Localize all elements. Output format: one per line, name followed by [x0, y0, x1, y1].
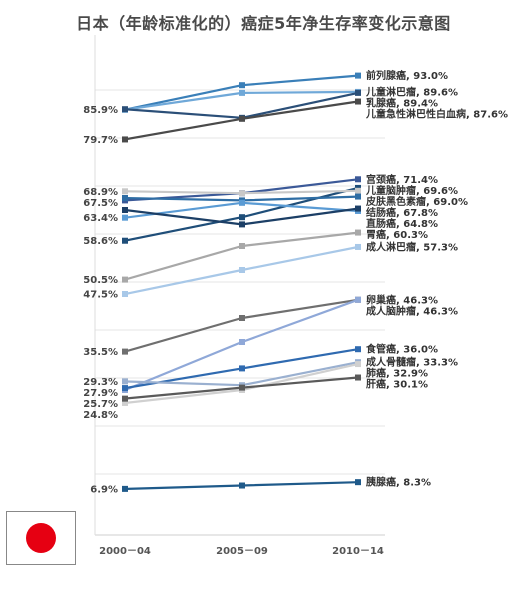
x-tick-label: 2010－14	[332, 546, 384, 557]
data-point	[239, 199, 245, 206]
start-value-label: 79.7%	[83, 135, 118, 146]
start-value-label: 85.9%	[83, 105, 118, 116]
data-point	[122, 207, 128, 213]
x-tick-label: 2000－04	[99, 546, 151, 557]
data-point	[355, 229, 361, 236]
end-value-label: 宫颈癌, 71.4%	[366, 173, 438, 186]
data-point	[122, 485, 128, 492]
data-point	[355, 89, 361, 96]
start-value-label: 68.9%	[83, 187, 118, 198]
start-value-label: 47.5%	[83, 290, 118, 301]
end-value-label: 前列腺癌, 93.0%	[366, 69, 448, 82]
data-point	[239, 243, 245, 249]
data-point	[122, 106, 128, 113]
start-value-label: 25.7%	[83, 399, 118, 410]
end-value-label: 肺癌, 32.9%	[366, 367, 428, 380]
end-value-label: 直肠癌, 64.8%	[366, 217, 438, 230]
data-point	[239, 267, 245, 273]
x-tick-label: 2005－09	[216, 546, 268, 557]
data-point	[122, 291, 128, 297]
start-value-label: 67.5%	[83, 198, 118, 209]
data-point	[122, 188, 128, 195]
data-point	[355, 243, 361, 250]
data-point	[239, 214, 245, 221]
data-point	[122, 385, 128, 392]
start-value-label: 63.4%	[83, 213, 118, 224]
data-point	[239, 221, 245, 228]
japan-flag-icon	[6, 511, 76, 565]
end-value-label: 儿童脑肿瘤, 69.6%	[365, 184, 458, 197]
data-point	[239, 190, 245, 197]
end-value-label: 乳腺癌, 89.4%	[366, 96, 438, 109]
end-value-label: 胃癌, 60.3%	[366, 228, 428, 241]
end-value-label: 食管癌, 36.0%	[365, 343, 438, 356]
data-point	[122, 395, 128, 402]
start-value-label: 27.9%	[83, 388, 118, 399]
data-point	[239, 482, 245, 489]
data-point	[355, 72, 361, 79]
data-point	[239, 365, 245, 372]
end-value-label: 卵巢癌, 46.3%	[366, 293, 438, 306]
data-point	[239, 82, 245, 89]
data-point	[239, 384, 245, 391]
end-value-label: 胰腺癌, 8.3%	[366, 476, 431, 489]
end-value-label: 成人脑肿瘤, 46.3%	[366, 304, 458, 317]
start-value-label: 58.6%	[83, 236, 118, 247]
data-point	[122, 399, 128, 406]
data-point	[122, 136, 128, 143]
data-point	[355, 98, 361, 105]
data-point	[355, 205, 361, 212]
end-value-label: 成人骨髓瘤, 33.3%	[366, 356, 458, 369]
data-point	[355, 296, 361, 303]
data-point	[239, 315, 245, 321]
start-value-label: 50.5%	[83, 275, 118, 286]
data-point	[239, 339, 245, 345]
end-value-label: 结肠癌, 67.8%	[366, 206, 438, 219]
data-point	[355, 176, 361, 183]
data-point	[122, 214, 128, 221]
data-point	[122, 378, 128, 385]
data-point	[355, 187, 361, 194]
data-point	[355, 346, 361, 353]
data-point	[122, 348, 128, 355]
end-value-label: 儿童淋巴瘤, 89.6%	[365, 85, 458, 98]
data-point	[355, 479, 361, 486]
data-point	[355, 374, 361, 381]
chart-title: 日本（年龄标准化的）癌症5年净生存率变化示意图	[76, 14, 451, 33]
data-point	[122, 276, 128, 283]
start-value-label: 35.5%	[83, 347, 118, 358]
end-value-label: 儿童急性淋巴性白血病, 87.6%	[365, 107, 508, 120]
start-value-label: 29.3%	[83, 377, 118, 388]
data-point	[239, 115, 245, 122]
end-value-label: 皮肤黑色素瘤, 69.0%	[365, 195, 468, 208]
data-point	[355, 361, 361, 368]
data-point	[122, 195, 128, 201]
start-value-label: 24.8%	[83, 410, 118, 421]
end-value-label: 成人淋巴瘤, 57.3%	[366, 240, 458, 253]
start-value-label: 6.9%	[90, 484, 118, 495]
data-point	[355, 193, 361, 200]
end-value-label: 肝癌, 30.1%	[366, 378, 428, 391]
flag-sun	[26, 523, 56, 553]
data-point	[122, 237, 128, 244]
data-point	[239, 89, 245, 96]
